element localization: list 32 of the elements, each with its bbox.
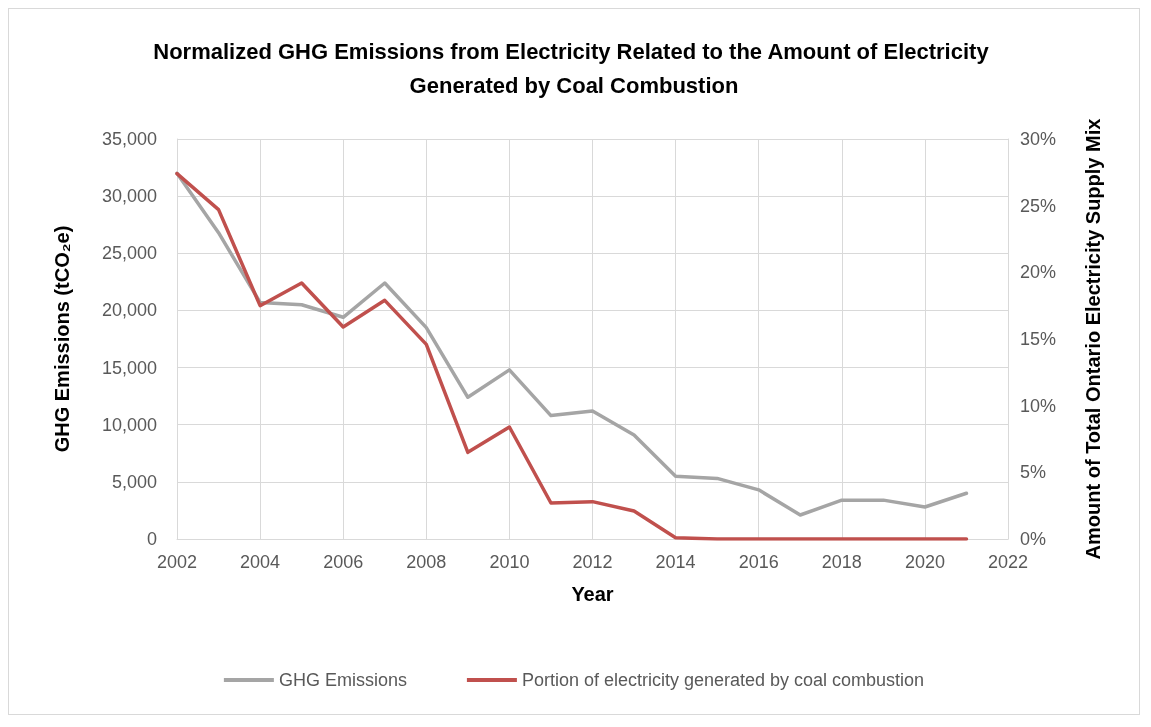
- y-tick-label: 35,000: [101, 129, 157, 149]
- y2-tick-label: 15%: [1020, 329, 1057, 349]
- x-tick-label: 2002: [156, 552, 198, 572]
- x-tick-label: 2014: [655, 552, 696, 572]
- x-tick-label: 2016: [738, 552, 779, 572]
- y2-tick-label: 25%: [1020, 195, 1057, 216]
- x-tick-label: 2006: [323, 552, 364, 572]
- y-tick-label: 30,000: [101, 186, 157, 207]
- y2-tick-label: 10%: [1020, 395, 1057, 416]
- x-tick-label: 2012: [572, 552, 613, 572]
- y2-tick-label: 5%: [1020, 462, 1047, 483]
- y2-axis-title: Amount of Total Ontario Electricity Supply Mix: [1082, 118, 1104, 560]
- y-tick-label: 15,000: [101, 357, 157, 378]
- x-tick-label: 2004: [240, 552, 281, 572]
- y-tick-label: 5,000: [111, 471, 157, 492]
- x-tick-label: 2010: [489, 552, 530, 572]
- x-tick-label: 2018: [821, 552, 862, 572]
- y-axis-title: GHG Emissions (tCO₂e): [51, 225, 73, 453]
- y2-tick-label: 30%: [1020, 129, 1057, 149]
- y-tick-label: 20,000: [101, 300, 157, 321]
- x-tick-label: 2022: [987, 552, 1029, 572]
- y2-tick-label: 0%: [1020, 529, 1047, 549]
- x-axis-title: Year: [571, 583, 614, 605]
- y-tick-label: 0: [146, 529, 157, 549]
- legend-label: Portion of electricity generated by coal combustion: [521, 670, 925, 690]
- x-tick-label: 2008: [406, 552, 447, 572]
- chart-title: Normalized GHG Emissions from Electricity Related to the Amount of Electricity Generated by Coal Combustion: [153, 38, 995, 98]
- y-tick-label: 25,000: [101, 243, 157, 264]
- x-tick-label: 2020: [904, 552, 945, 572]
- y2-tick-label: 20%: [1020, 262, 1057, 283]
- y-tick-label: 10,000: [101, 414, 157, 435]
- legend-label: GHG Emissions: [278, 670, 407, 690]
